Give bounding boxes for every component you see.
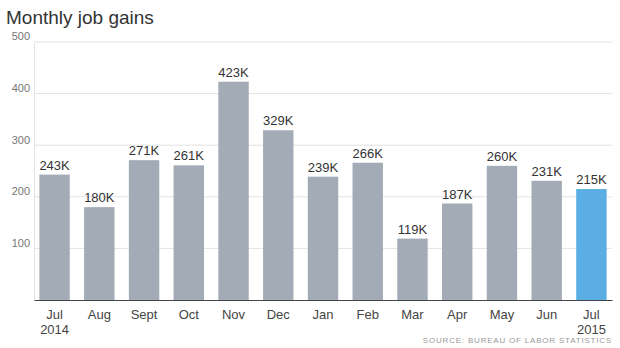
x-tick-label: Jul2014 [40, 307, 69, 337]
x-axis: Jul2014AugSeptOctNovDecJanFebMarAprMayJu… [35, 300, 613, 337]
y-tick-label: 200 [12, 185, 30, 197]
y-tick: 500 [12, 30, 34, 42]
x-tick-label: Oct [179, 307, 200, 322]
chart: Monthly job gains100200300400500Jul2014A… [0, 0, 620, 348]
x-tick-label: Nov [222, 307, 246, 322]
x-tick-label: Sept [131, 307, 158, 322]
x-tick-label: Feb [357, 307, 379, 322]
grid-line [34, 93, 612, 94]
bar [39, 175, 69, 300]
x-tick: Jan [313, 300, 334, 322]
bar [442, 204, 472, 300]
bar [218, 82, 248, 300]
y-axis-line [34, 43, 35, 301]
data-label: 329K [263, 113, 294, 128]
y-axis: 100 200 300 400 500 [12, 30, 35, 300]
x-tick: Dec [267, 300, 291, 322]
bars [39, 82, 606, 300]
bar [353, 163, 383, 300]
x-tick-label-line: Mar [401, 307, 424, 322]
data-label: 271K [129, 143, 160, 158]
grid-line [34, 145, 612, 146]
bar [531, 181, 561, 300]
source-note: SOURCE: BUREAU OF LABOR STATISTICS [423, 336, 612, 345]
data-label: 423K [218, 65, 249, 80]
y-tick: 300 [12, 134, 34, 146]
x-tick-label: Mar [401, 307, 424, 322]
bar [84, 207, 114, 300]
bar [129, 160, 159, 300]
x-tick-label-line: Apr [447, 307, 468, 322]
y-tick: 200 [12, 185, 34, 197]
y-tick-label: 300 [12, 134, 30, 146]
x-tick-label-line: Jun [536, 307, 557, 322]
x-tick: May [490, 300, 515, 322]
data-label: 243K [39, 158, 70, 173]
bar [576, 189, 606, 300]
data-label: 215K [576, 172, 607, 187]
y-tick-label: 400 [12, 82, 30, 94]
x-tick: Feb [357, 300, 379, 322]
x-tick: Apr [447, 300, 468, 322]
title: Monthly job gains [6, 7, 154, 28]
data-label: 266K [353, 146, 384, 161]
x-tick-label-line: 2015 [577, 322, 606, 337]
data-label: 261K [174, 148, 205, 163]
x-tick-label-line: Oct [179, 307, 200, 322]
x-tick-label-line: Feb [357, 307, 379, 322]
bar [397, 239, 427, 300]
bar [263, 130, 293, 300]
x-tick-label-line: Jul [46, 307, 63, 322]
x-tick: Jul2015 [577, 300, 606, 337]
bar [174, 165, 204, 300]
data-label: 239K [308, 160, 339, 175]
x-tick: Aug [88, 300, 111, 322]
x-tick-label: Jul2015 [577, 307, 606, 337]
x-tick-label-line: Aug [88, 307, 111, 322]
x-tick-label-line: Sept [131, 307, 158, 322]
annotations: SOURCE: BUREAU OF LABOR STATISTICS [423, 336, 612, 345]
x-tick: Sept [131, 300, 158, 322]
x-axis-line [35, 300, 613, 301]
x-tick-label: Apr [447, 307, 468, 322]
grid-line [34, 42, 612, 43]
data-label: 187K [442, 187, 473, 202]
x-tick-label: Dec [267, 307, 291, 322]
y-tick-label: 500 [12, 30, 30, 42]
x-tick-label: Jan [313, 307, 334, 322]
data-label: 260K [487, 149, 518, 164]
data-labels: 243K 180K 271K 261K 423K 329K 239K 266K 119K 187K… [39, 65, 607, 237]
data-label: 180K [84, 190, 115, 205]
data-label: 119K [398, 222, 428, 237]
x-tick-label-line: Jul [583, 307, 600, 322]
x-tick-label-line: 2014 [40, 322, 69, 337]
x-tick-label-line: Jan [313, 307, 334, 322]
x-tick-label: May [490, 307, 515, 322]
x-tick-label-line: May [490, 307, 515, 322]
x-tick-label-line: Dec [267, 307, 291, 322]
x-tick: Jun [536, 300, 557, 322]
x-tick-label: Aug [88, 307, 111, 322]
x-tick: Mar [401, 300, 424, 322]
x-tick-label: Jun [536, 307, 557, 322]
x-tick: Nov [222, 300, 246, 322]
x-tick: Jul2014 [40, 300, 69, 337]
y-tick: 400 [12, 82, 34, 94]
x-tick: Oct [179, 300, 200, 322]
y-tick-label: 100 [12, 237, 30, 249]
bar [308, 177, 338, 300]
data-label: 231K [531, 164, 562, 179]
x-tick-label-line: Nov [222, 307, 246, 322]
y-tick: 100 [12, 237, 34, 249]
bar [487, 166, 517, 300]
